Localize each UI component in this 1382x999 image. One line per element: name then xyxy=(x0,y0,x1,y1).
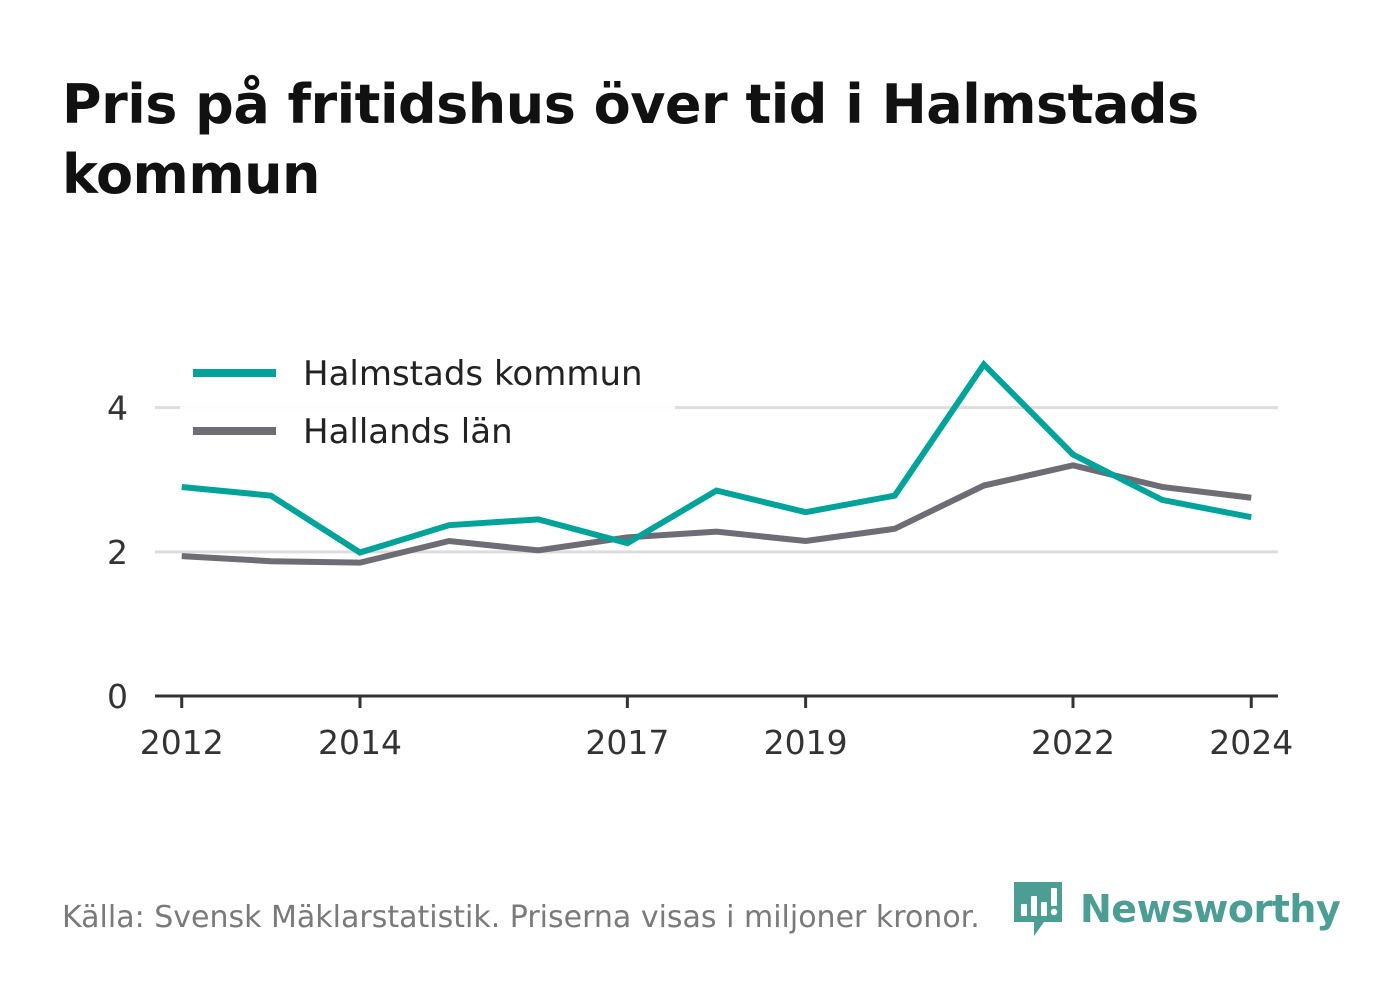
series-line-hallands-lan xyxy=(181,462,1252,566)
legend-label: Hallands län xyxy=(303,412,513,452)
y-tick-label: 2 xyxy=(107,533,128,572)
x-tick-label: 2019 xyxy=(764,723,848,762)
x-tick-label: 2014 xyxy=(318,723,402,762)
brand-name: Newsworthy xyxy=(1080,887,1341,931)
x-axis-ticks: 2012 2014 2017 2019 2022 2024 xyxy=(140,696,1293,762)
y-axis-ticks: 0 2 4 xyxy=(107,389,128,716)
series-line-halmstads-kommun xyxy=(181,359,1252,556)
x-tick-label: 2017 xyxy=(585,723,669,762)
source-note: Källa: Svensk Mäklarstatistik. Priserna … xyxy=(62,900,980,935)
x-tick-label: 2012 xyxy=(140,723,224,762)
legend-label: Halmstads kommun xyxy=(303,354,643,394)
x-tick-label: 2022 xyxy=(1031,723,1115,762)
y-tick-label: 0 xyxy=(107,677,128,716)
legend-background xyxy=(180,345,675,463)
y-tick-label: 4 xyxy=(107,389,128,428)
legend: Halmstads kommun Hallands län xyxy=(180,345,675,463)
newsworthy-logo-icon xyxy=(1014,882,1062,936)
brand-logo: Newsworthy xyxy=(1010,878,1341,940)
series-lines xyxy=(181,359,1252,566)
chart-title: Pris på fritidshus över tid i Halmstads … xyxy=(62,73,1199,206)
x-tick-label: 2024 xyxy=(1209,723,1293,762)
